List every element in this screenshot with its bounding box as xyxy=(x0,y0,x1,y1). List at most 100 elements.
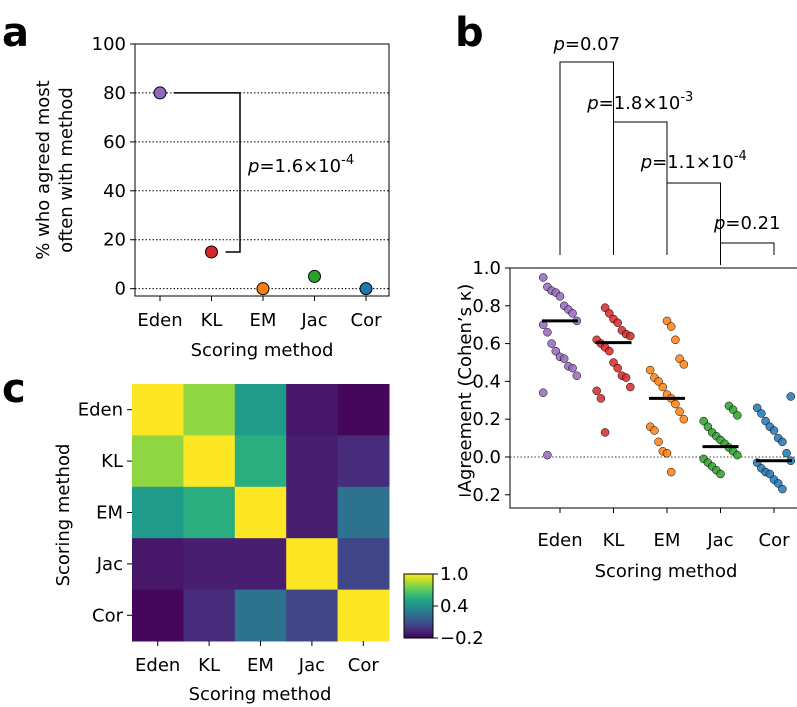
panel-b-xtick-label: EM xyxy=(654,530,681,551)
heatmap-cell-em-cor xyxy=(337,486,390,539)
panel-b-point-eden xyxy=(543,450,552,460)
panel-b-point-jac xyxy=(699,416,708,426)
panel-b-point-kl xyxy=(592,386,601,396)
heatmap-cell-kl-cor xyxy=(337,435,390,488)
panel-b-p-value: p=1.8×10-3 xyxy=(586,90,693,114)
panel-b-point-kl xyxy=(596,394,606,403)
panel-b-point-em xyxy=(645,365,655,375)
panel-b-point-em xyxy=(679,414,689,424)
heatmap-cell-eden-em xyxy=(234,384,287,436)
panel-b-point-em xyxy=(675,407,684,416)
panel-b-point-eden xyxy=(559,354,569,363)
heatmap-cell-kl-em xyxy=(234,435,287,488)
heatmap-cell-eden-eden xyxy=(132,384,184,436)
panel-c-ytick-label: EM xyxy=(96,503,123,524)
panel-b-xtick-label: KL xyxy=(603,530,625,551)
panel-b-point-eden xyxy=(543,328,552,337)
panel-b-point-cor xyxy=(773,479,783,488)
panel-a-significance-bracket xyxy=(174,92,241,253)
panel-b-point-cor xyxy=(765,469,775,479)
heatmap-cell-kl-kl xyxy=(183,435,236,488)
panel-b-p-value-value: =0.07 xyxy=(565,34,620,55)
panel-c-ytick-label: Eden xyxy=(78,400,123,421)
panel-b-point-em xyxy=(654,377,663,386)
heatmap-cell-em-eden xyxy=(132,486,184,539)
panel-a-p-value: p=1.6×10-4 xyxy=(247,153,354,177)
panel-b-point-em xyxy=(671,335,680,345)
panel-b-point-cor xyxy=(778,484,787,494)
panel-c-xtick-label: Cor xyxy=(348,655,380,676)
colorbar-tick-label: 1.0 xyxy=(440,564,469,585)
panel-c-chart: Eden KL EM Jac Cor Eden KL EM Jac Cor Scoring me… xyxy=(53,384,484,705)
panel-a-frame xyxy=(134,43,390,297)
colorbar-tick-label: 0.4 xyxy=(440,596,469,617)
panel-b-point-cor xyxy=(757,409,766,418)
panel-b-p-value-exponent: -3 xyxy=(680,90,693,105)
panel-b-p-value: p=0.21 xyxy=(713,213,781,234)
panel-b-bracket xyxy=(666,182,721,265)
panel-b-ytick-label: 0.0 xyxy=(472,447,501,468)
heatmap-cell-eden-kl xyxy=(183,384,236,436)
heatmap-cell-kl-eden xyxy=(132,435,184,488)
heatmap-cell-jac-cor xyxy=(337,538,390,591)
panel-b-p-value: p=0.07 xyxy=(552,34,620,55)
panel-c-xtick-label: Eden xyxy=(135,655,180,676)
panel-b-point-eden xyxy=(568,363,577,373)
panel-b-point-em xyxy=(679,360,689,369)
panel-a-ytick-label: 40 xyxy=(103,181,126,202)
panel-c-xtick-label: EM xyxy=(247,655,274,676)
panel-a-ylabel-line2: often with method xyxy=(56,87,77,253)
panel-b-point-cor xyxy=(782,448,791,458)
panel-b-point-em xyxy=(662,448,672,458)
panel-b-point-jac xyxy=(703,422,713,431)
panel-a-xtick-label: Eden xyxy=(137,310,182,331)
panel-b-point-em xyxy=(654,437,663,447)
panel-b-point-cor xyxy=(752,403,762,413)
panel-b-ytick-label: 0.4 xyxy=(472,371,501,392)
heatmap-cell-em-kl xyxy=(183,486,236,539)
panel-c-xlabel: Scoring method xyxy=(189,684,332,705)
panel-c-xtick-label: Jac xyxy=(298,655,325,676)
panel-b-ytick-label: 1.0 xyxy=(472,258,501,279)
heatmap-cell-cor-cor xyxy=(337,589,390,642)
heatmap-cell-eden-cor xyxy=(337,384,390,436)
panel-c-ylabel: Scoring method xyxy=(53,444,74,587)
panel-b-p-value-value: =1.1×10 xyxy=(652,152,734,173)
panel-letter-a: a xyxy=(2,10,29,56)
panel-b-p-value-symbol: p xyxy=(713,213,725,234)
panel-b-point-kl xyxy=(609,358,618,367)
panel-b-point-kl xyxy=(626,331,635,341)
heatmap-cell-kl-jac xyxy=(286,435,339,488)
panel-b-point-eden xyxy=(572,371,582,380)
panel-b-ylabel: Agreement (Cohen’s κ) xyxy=(455,284,476,493)
heatmap-cell-cor-kl xyxy=(183,589,236,642)
panel-b-point-eden xyxy=(551,346,561,356)
panel-a-ytick-label: 60 xyxy=(103,132,126,153)
panel-b-point-jac xyxy=(733,450,742,460)
panel-b-point-em xyxy=(662,316,672,326)
panel-letter-c: c xyxy=(2,366,26,412)
panel-b-point-jac xyxy=(728,405,738,414)
panel-b-frame xyxy=(509,267,797,509)
panel-b-ytick-label: 0.2 xyxy=(472,409,501,430)
heatmap-cell-cor-eden xyxy=(132,589,184,642)
panel-b-point-kl xyxy=(600,428,610,437)
panel-b-p-value-symbol: p xyxy=(586,93,598,114)
colorbar-tick-label: −0.2 xyxy=(440,628,484,649)
heatmap-cell-jac-jac xyxy=(286,538,339,591)
panel-b-xtick-label: Cor xyxy=(759,530,791,551)
panel-b-point-jac xyxy=(716,469,725,479)
panel-b-point-eden xyxy=(547,339,556,348)
heatmap-cell-em-jac xyxy=(286,486,339,539)
panel-a-p-value-symbol: p xyxy=(247,156,259,177)
panel-a-p-value-exponent: -4 xyxy=(341,153,354,168)
panel-a-xlabel: Scoring method xyxy=(191,340,334,361)
panel-a-p-value-value: =1.6×10 xyxy=(259,156,341,177)
panel-b-bracket xyxy=(720,242,775,255)
heatmap-cell-jac-eden xyxy=(132,538,184,591)
panel-b-p-value-value: =0.21 xyxy=(725,213,780,234)
panel-b-point-eden xyxy=(568,309,577,318)
panel-b-point-em xyxy=(658,382,668,392)
panel-b-ytick-label: 0.8 xyxy=(472,296,501,317)
